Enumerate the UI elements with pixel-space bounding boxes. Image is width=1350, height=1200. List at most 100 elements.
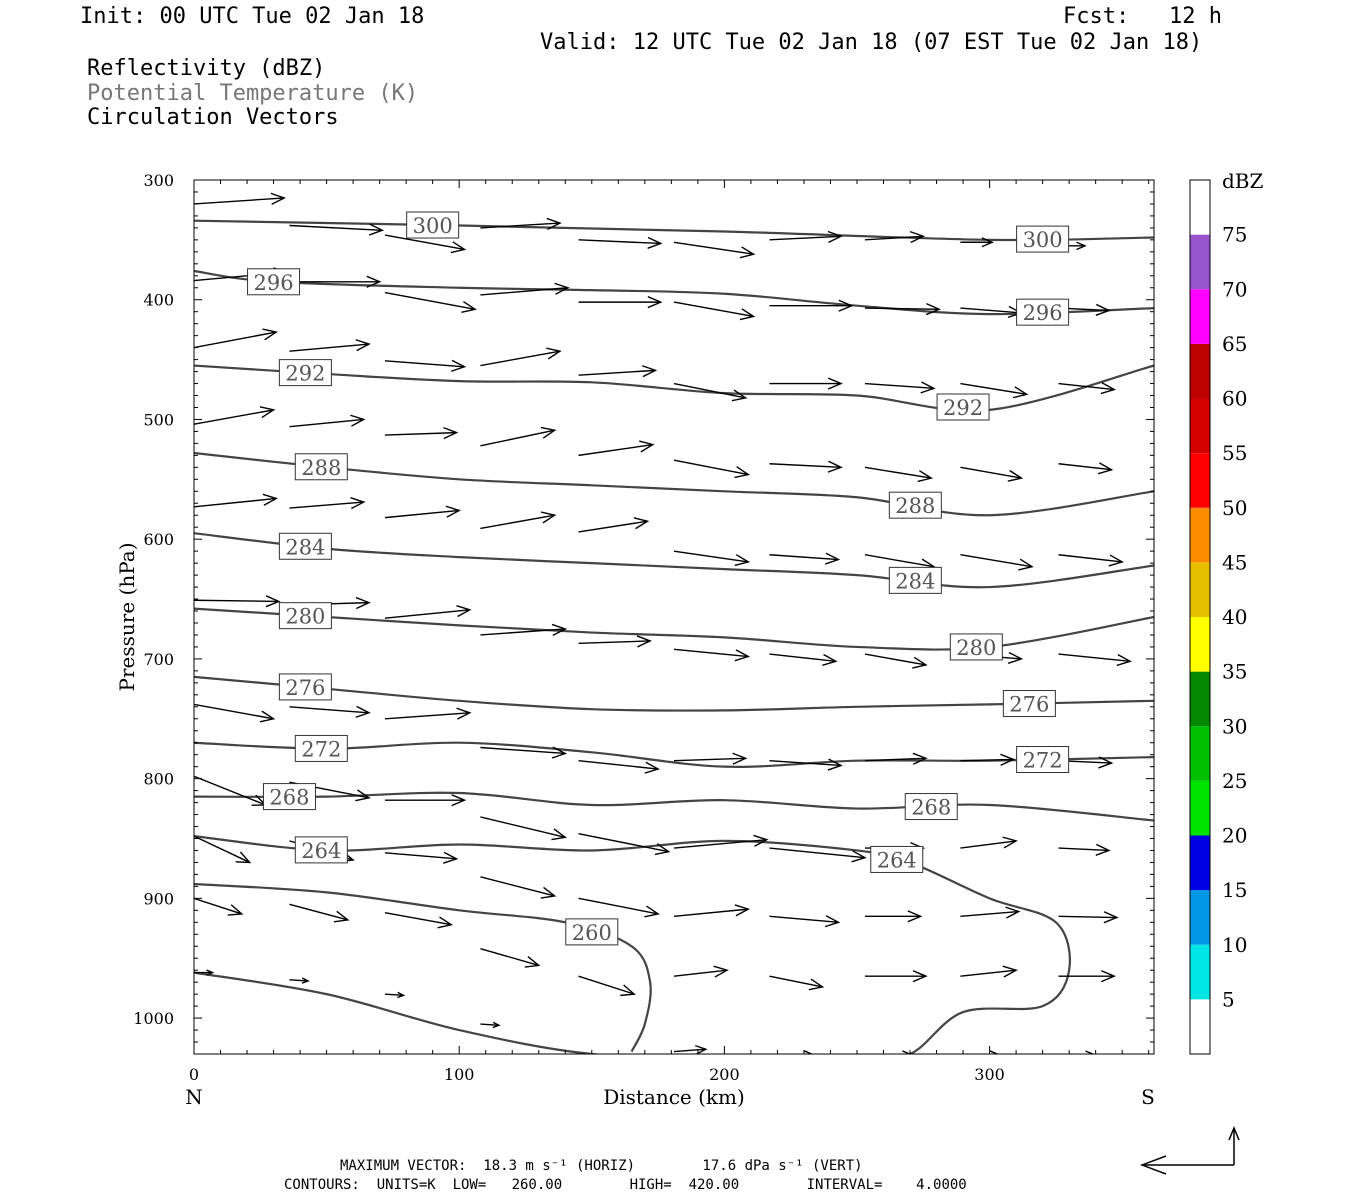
colorbar-swatch [1190, 780, 1210, 836]
y-tick-label: 400 [143, 291, 174, 310]
circulation-vector [673, 648, 751, 662]
circulation-vector [864, 653, 928, 669]
max-vector-note: MAXIMUM VECTOR: 18.3 m s⁻¹ (HORIZ) 17.6 … [340, 1158, 863, 1174]
circulation-vector [673, 965, 729, 978]
circulation-vector [864, 303, 941, 316]
circulation-vector [194, 703, 276, 723]
contour-label-box [1002, 690, 1056, 718]
contour-label-box [888, 491, 942, 519]
circulation-vector [480, 347, 562, 367]
x-left-end-label: N [185, 1085, 203, 1109]
circulation-vector [289, 339, 371, 352]
circulation-vector [989, 1050, 999, 1054]
colorbar-swatch [1190, 562, 1210, 617]
circulation-vector [578, 365, 658, 378]
colorbar-swatch [1190, 289, 1210, 344]
contour-label-box [262, 783, 316, 811]
circulation-vector [384, 794, 467, 807]
colorbar-label: 65 [1222, 332, 1247, 356]
circulation-vector [194, 595, 281, 608]
circulation-vector [1058, 911, 1119, 924]
colorbar-swatch [1190, 835, 1210, 891]
y-tick-label: 300 [143, 171, 174, 190]
contour-label-box [278, 602, 332, 630]
circulation-vector [960, 237, 995, 248]
circulation-vector [578, 759, 660, 774]
theta-contour-284 [194, 532, 1154, 589]
x-right-end-label: S [1141, 1085, 1155, 1109]
colorbar-label: 40 [1222, 605, 1247, 629]
circulation-vector [578, 296, 663, 309]
contour-label-box [278, 359, 332, 387]
circulation-vector [480, 511, 557, 530]
contour-label: 284 [895, 569, 935, 593]
colorbar-label: 50 [1222, 496, 1247, 520]
circulation-vector [384, 604, 472, 619]
circulation-vector [960, 753, 1016, 766]
circulation-vector [1058, 843, 1111, 856]
circulation-vector [673, 241, 756, 259]
y-tick-label: 600 [143, 530, 174, 549]
circulation-vector [384, 291, 477, 313]
contour-label-box [294, 734, 348, 762]
colorbar-label: 5 [1222, 987, 1235, 1011]
colorbar-label: 20 [1222, 824, 1247, 848]
circulation-vector [864, 466, 934, 483]
field-title-theta: Potential Temperature (K) [87, 81, 419, 106]
circulation-vector [673, 382, 748, 402]
colorbar-label: 15 [1222, 878, 1247, 902]
circulation-vector [289, 903, 350, 923]
colorbar-swatch [1190, 343, 1210, 399]
circulation-vector [769, 847, 867, 863]
circulation-vector [480, 282, 570, 296]
circulation-vector [1058, 554, 1124, 567]
circulation-vector [960, 554, 1034, 571]
circulation-vector [960, 382, 1029, 399]
contour-label-box [1016, 225, 1070, 253]
y-tick-label: 500 [143, 410, 174, 429]
circulation-vector [194, 835, 252, 864]
contour-label: 264 [877, 848, 917, 872]
circulation-vector [194, 192, 286, 205]
x-axis-label: Distance (km) [603, 1085, 745, 1109]
contour-label: 272 [1023, 749, 1063, 773]
circulation-vector [960, 906, 1021, 919]
contour-label-box [294, 836, 348, 864]
y-axis-label: Pressure (hPa) [115, 543, 139, 692]
circulation-vector [769, 758, 843, 771]
colorbar-label: 75 [1222, 223, 1247, 247]
contour-label: 272 [301, 737, 341, 761]
circulation-vector [1058, 653, 1132, 667]
circulation-vector [384, 234, 467, 254]
circulation-vector [673, 904, 751, 918]
circulation-vector [384, 359, 467, 372]
circulation-vector [1058, 970, 1117, 983]
contour-label-box [888, 566, 942, 594]
circulation-vector [769, 653, 838, 667]
circulation-vector [769, 299, 854, 312]
circulation-vector [673, 1044, 708, 1054]
colorbar-label: 10 [1222, 933, 1247, 957]
forecast-hour: Fcst: 12 h [1063, 4, 1222, 29]
colorbar-swatch [1190, 726, 1210, 781]
colorbar-label: 35 [1222, 660, 1247, 684]
circulation-vector [194, 493, 278, 508]
circulation-vector [673, 301, 756, 321]
circulation-vector [578, 440, 655, 457]
contour-label: 296 [1023, 301, 1063, 325]
y-tick-label: 900 [143, 889, 174, 908]
circulation-vector [769, 230, 843, 243]
contours-note: CONTOURS: UNITS=K LOW= 260.00 HIGH= 420.… [284, 1177, 967, 1193]
circulation-vector [769, 915, 841, 928]
field-title-reflectivity: Reflectivity (dBZ) [87, 56, 326, 81]
circulation-vector [384, 851, 459, 864]
contour-label-box [904, 793, 958, 821]
contour-label-box [406, 211, 460, 239]
contour-label: 296 [254, 271, 294, 295]
circulation-vector [289, 705, 371, 718]
circulation-vector [194, 969, 215, 976]
circulation-vector [384, 912, 454, 929]
circulation-vector [902, 1050, 912, 1054]
circulation-vector [578, 897, 660, 918]
colorbar-swatch [1190, 890, 1210, 945]
